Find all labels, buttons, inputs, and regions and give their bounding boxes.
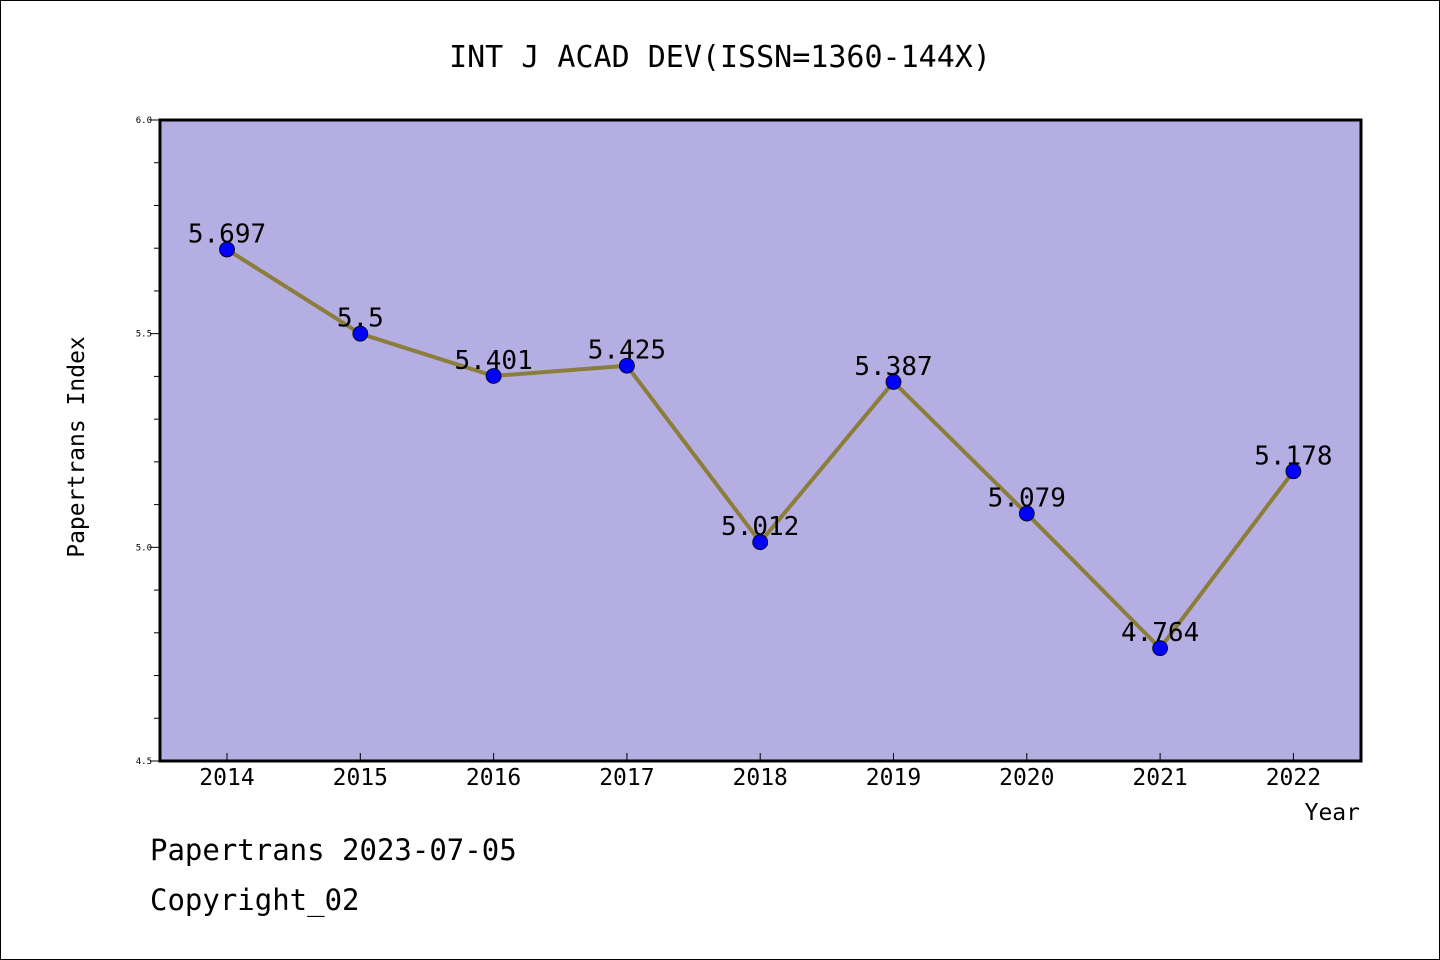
data-label: 5.079	[988, 484, 1066, 514]
data-label: 5.5	[337, 304, 384, 334]
data-label: 5.697	[188, 219, 266, 249]
x-tick-label: 2018	[733, 765, 788, 791]
x-tick-label: 2016	[466, 765, 521, 791]
data-point	[1018, 505, 1035, 522]
x-axis-label: Year	[1305, 800, 1360, 826]
data-label: 5.425	[588, 336, 666, 366]
x-tick-label: 2017	[599, 765, 654, 791]
x-tick-label: 2014	[199, 765, 254, 791]
y-axis: 4.5 5.0 5.5 6.0	[136, 116, 160, 767]
y-tick-label: 4.5	[136, 757, 152, 767]
y-tick-label: 5.5	[136, 330, 152, 340]
footer-date: Papertrans 2023-07-05	[150, 833, 517, 867]
footer-copyright: Copyright_02	[150, 883, 360, 917]
y-tick-label: 6.0	[136, 116, 152, 126]
x-tick-label: 2020	[999, 765, 1054, 791]
x-tick-label: 2022	[1266, 765, 1321, 791]
data-point	[619, 357, 635, 374]
data-point	[352, 325, 369, 342]
plot-area	[158, 118, 1363, 763]
x-tick-label: 2015	[333, 765, 388, 791]
series-layer	[219, 241, 1302, 657]
data-point	[1285, 463, 1302, 480]
data-point	[219, 241, 235, 258]
x-tick-label: 2021	[1132, 765, 1187, 791]
y-axis-label: Papertrans Index	[64, 336, 90, 558]
y-tick-label: 5.0	[136, 543, 152, 553]
data-point	[885, 374, 902, 390]
x-tick-label: 2019	[866, 765, 921, 791]
data-label: 4.764	[1121, 618, 1199, 648]
data-point	[1152, 640, 1168, 657]
data-label: 5.012	[721, 512, 799, 542]
x-axis: 2014 2015 2016 2017 2018 2019 2020 2021 2022	[199, 753, 1321, 791]
data-point	[752, 534, 769, 551]
data-point	[485, 368, 502, 384]
data-label: 5.387	[854, 352, 932, 382]
data-labels: 5.697 5.5 5.401 5.425 5.012 5.387 5.079 4.764 5.…	[188, 219, 1333, 648]
chart-title: INT J ACAD DEV(ISSN=1360-144X)	[449, 40, 991, 75]
data-label: 5.178	[1254, 441, 1332, 471]
data-label: 5.401	[454, 346, 532, 376]
